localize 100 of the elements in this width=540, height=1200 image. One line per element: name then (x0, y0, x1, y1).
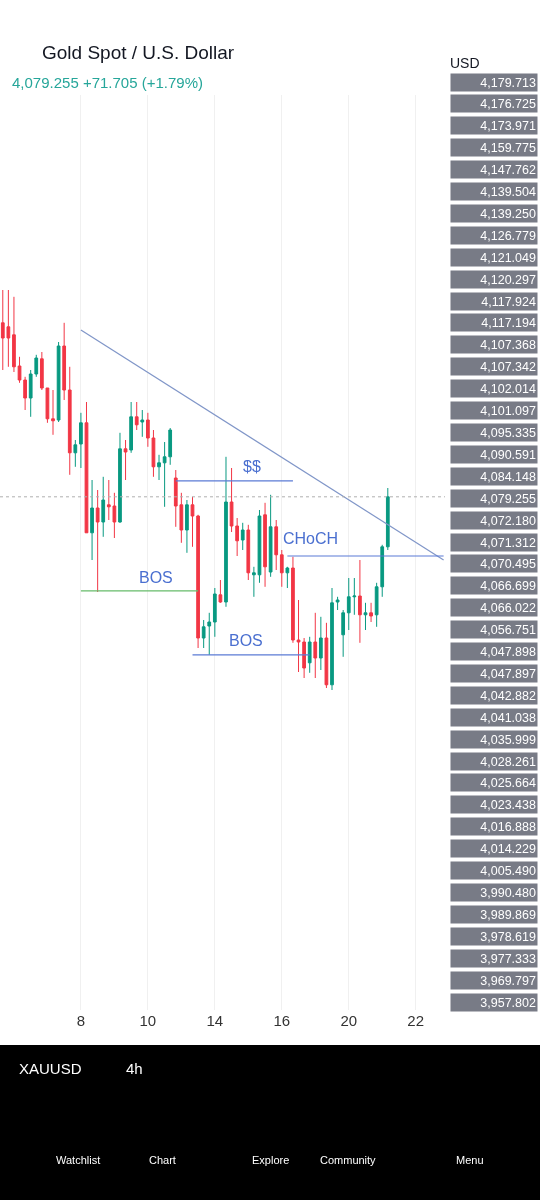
candlestick (62, 322, 67, 401)
text: 4h (126, 1060, 143, 1077)
text: 4,090.591 (480, 447, 536, 462)
text: 4,179.713 (480, 75, 536, 90)
text: 4,139.250 (480, 206, 536, 221)
text: 4,066.699 (480, 578, 536, 593)
text: 4,041.038 (480, 710, 536, 725)
candlestick (324, 622, 329, 689)
candlestick (307, 636, 312, 674)
x-tick-label: 8 (76, 1012, 86, 1029)
candlestick (313, 612, 318, 679)
candlestick (330, 587, 334, 691)
text: 4,176.725 (480, 96, 536, 111)
text: 4,102.014 (480, 381, 536, 396)
text: 4,056.751 (480, 622, 536, 637)
candlestick (101, 476, 106, 538)
candlestick (335, 596, 340, 611)
text: 4,147.762 (480, 162, 536, 177)
annotation: BOS (229, 632, 263, 649)
text: 3,990.480 (480, 885, 536, 900)
candlestick (118, 432, 122, 524)
candlestick (358, 559, 362, 644)
text: Menu (456, 1154, 484, 1166)
annotation: $$ (243, 458, 261, 475)
candlestick (123, 439, 128, 481)
text: 4,121.049 (480, 250, 536, 265)
candlestick (129, 401, 133, 454)
text: 4,084.148 (480, 469, 536, 484)
text: 3,978.619 (480, 929, 536, 944)
candlestick (318, 616, 323, 671)
candlestick (369, 602, 373, 623)
candlestick (212, 587, 217, 638)
candlestick (218, 579, 223, 604)
text: 4,028.261 (480, 754, 536, 769)
text: 4,070.495 (480, 556, 536, 571)
candlestick (134, 401, 139, 431)
candlestick (84, 401, 89, 534)
text: USD (450, 55, 480, 71)
candlestick (279, 549, 284, 588)
candlestick (79, 412, 83, 469)
text: 3,957.802 (480, 995, 536, 1010)
text: 4,117.924 (481, 294, 536, 309)
annotation: CHoCH (283, 530, 339, 547)
candlestick (90, 479, 94, 561)
candlestick (157, 454, 161, 481)
text: 4,079.255 (480, 491, 536, 506)
candlestick (224, 456, 228, 608)
candlestick (341, 609, 346, 658)
candlestick (246, 524, 251, 581)
text: 4,047.897 (480, 666, 536, 681)
text: 4,047.898 (480, 644, 536, 659)
x-tick-label: 16 (273, 1012, 291, 1029)
text: 4,095.335 (480, 425, 536, 440)
text: Community (320, 1154, 377, 1166)
candlestick (95, 489, 100, 593)
candlestick (268, 494, 273, 578)
annotation: BOS (139, 569, 173, 586)
text: Explore (252, 1154, 290, 1166)
chart-subtitle: 4,079.255 +71.705 (+1.79%) (12, 74, 203, 91)
text: 4,066.022 (480, 600, 536, 615)
candlestick (240, 522, 245, 551)
text: 4,023.438 (480, 797, 536, 812)
candlestick (291, 556, 295, 644)
text: 4,071.312 (480, 535, 536, 550)
text: 4,107.368 (480, 337, 536, 352)
text: 3,969.797 (480, 973, 536, 988)
candlestick (185, 499, 189, 554)
text: 3,977.333 (480, 951, 536, 966)
text: 4,025.664 (480, 775, 536, 790)
x-tick-label: 14 (206, 1012, 224, 1029)
x-tick-label: 10 (139, 1012, 157, 1029)
text: 3,989.869 (480, 907, 536, 922)
candlestick (274, 519, 279, 571)
text: 4,139.504 (480, 184, 536, 199)
text: 4,072.180 (480, 513, 536, 528)
text: 4,120.297 (480, 272, 536, 287)
candlestick (363, 602, 368, 631)
candlestick (12, 296, 16, 373)
chart-title: Gold Spot / U.S. Dollar (42, 42, 235, 63)
candlestick (51, 389, 55, 436)
text: 4,014.229 (480, 841, 536, 856)
candlestick (285, 566, 290, 589)
candlestick (67, 366, 72, 476)
candlestick (263, 502, 267, 588)
text: 4,042.882 (480, 688, 536, 703)
text: Watchlist (56, 1154, 101, 1166)
text: 4,173.971 (480, 118, 536, 133)
text: XAUUSD (19, 1060, 82, 1077)
x-tick-label: 20 (340, 1012, 358, 1029)
text: 4,101.097 (480, 403, 536, 418)
text: 4,016.888 (480, 819, 536, 834)
text: 4,107.342 (480, 359, 536, 374)
candlestick (56, 341, 61, 423)
x-tick-label: 22 (407, 1012, 425, 1029)
text: 4,126.779 (480, 228, 536, 243)
candlestick (73, 439, 78, 468)
candlestick (140, 409, 145, 438)
text: 4,005.490 (480, 863, 536, 878)
text: 4,035.999 (480, 732, 536, 747)
text: 4,117.194 (481, 315, 536, 330)
